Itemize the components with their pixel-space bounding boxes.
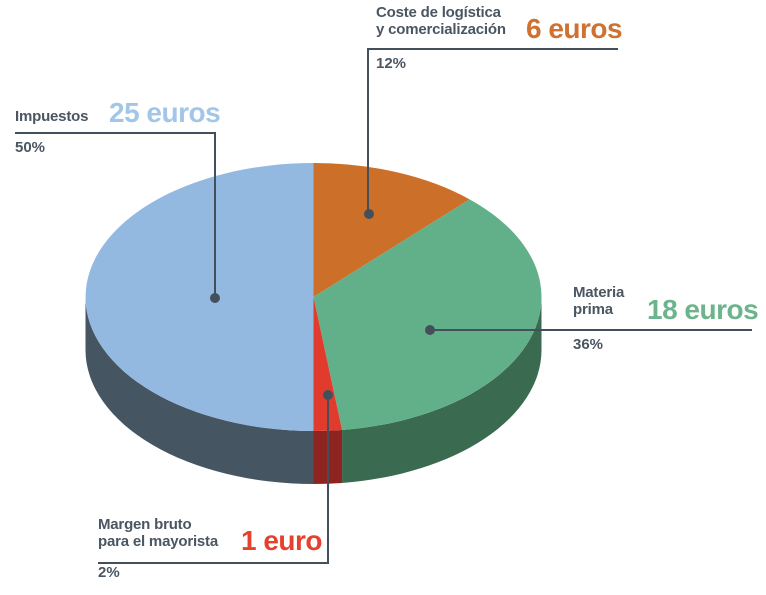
leader-dot-coste: [364, 209, 374, 219]
annotation-value: 18 euros: [647, 294, 759, 325]
annotation-percent: 2%: [98, 564, 120, 581]
annotation-percent: 36%: [573, 336, 604, 353]
annotation-value: 6 euros: [526, 13, 623, 44]
leader-line-margen: [98, 395, 329, 564]
annotation-label: Coste de logística: [376, 4, 501, 21]
pie-slice-impuestos: [85, 163, 314, 431]
annotation-label: Materia: [573, 284, 625, 301]
annotation-label: Impuestos: [15, 108, 89, 125]
annotation-label: Margen bruto: [98, 516, 192, 533]
leader-dot-impuestos: [210, 293, 220, 303]
annotation-label: prima: [573, 301, 613, 318]
pie-slice-coste-logistica: [313, 163, 470, 297]
annotation-label: y comercialización: [376, 21, 506, 38]
annotation-percent: 12%: [376, 55, 407, 72]
pie-slice-margen-bruto: [313, 297, 343, 431]
annotation-label: para el mayorista: [98, 533, 218, 550]
annotation-value: 1 euro: [241, 525, 323, 556]
pie-slice-materia-prima: [313, 199, 542, 430]
leader-line-coste: [367, 48, 618, 214]
pie-side-impuestos: [85, 297, 314, 484]
annotation-percent: 50%: [15, 139, 46, 156]
leader-dot-materia: [425, 325, 435, 335]
annotation-value: 25 euros: [109, 97, 221, 128]
pie-side-materia-prima: [342, 297, 542, 483]
leader-dot-margen: [323, 390, 333, 400]
leader-line-impuestos: [15, 132, 216, 298]
